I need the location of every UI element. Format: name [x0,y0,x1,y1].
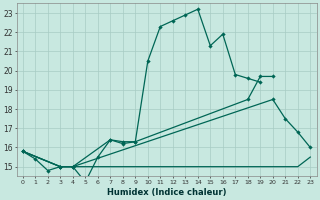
X-axis label: Humidex (Indice chaleur): Humidex (Indice chaleur) [107,188,226,197]
